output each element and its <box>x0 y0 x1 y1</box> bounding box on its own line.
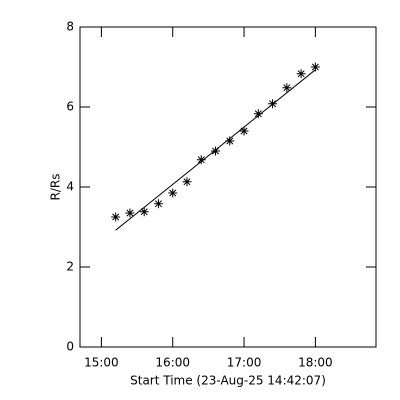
fit-line <box>115 69 316 231</box>
asterisk-marker <box>282 83 292 93</box>
y-tick-label: 0 <box>66 340 74 354</box>
x-tick-label: 16:00 <box>155 356 190 370</box>
asterisk-marker <box>182 177 192 187</box>
y-tick-label: 8 <box>66 20 74 34</box>
y-tick-label: 6 <box>66 100 74 114</box>
y-tick-label: 4 <box>66 180 74 194</box>
asterisk-marker <box>239 126 249 136</box>
plot-frame <box>79 26 377 348</box>
asterisk-marker <box>253 109 263 119</box>
x-tick-label: 17:00 <box>227 356 262 370</box>
x-tick-label: 15:00 <box>84 356 119 370</box>
asterisk-marker <box>225 136 235 146</box>
asterisk-marker <box>196 155 206 165</box>
y-axis-label: R/Rs <box>49 174 63 201</box>
asterisk-marker <box>296 69 306 79</box>
y-tick-label: 2 <box>66 260 74 274</box>
asterisk-marker <box>310 62 320 72</box>
asterisk-marker <box>111 212 121 222</box>
x-axis-label: Start Time (23-Aug-25 14:42:07) <box>130 374 326 388</box>
asterisk-marker <box>168 188 178 198</box>
asterisk-marker <box>153 199 163 209</box>
asterisk-marker <box>139 207 149 217</box>
asterisk-marker <box>211 146 221 156</box>
x-tick-label: 18:00 <box>298 356 333 370</box>
asterisk-marker <box>125 208 135 218</box>
